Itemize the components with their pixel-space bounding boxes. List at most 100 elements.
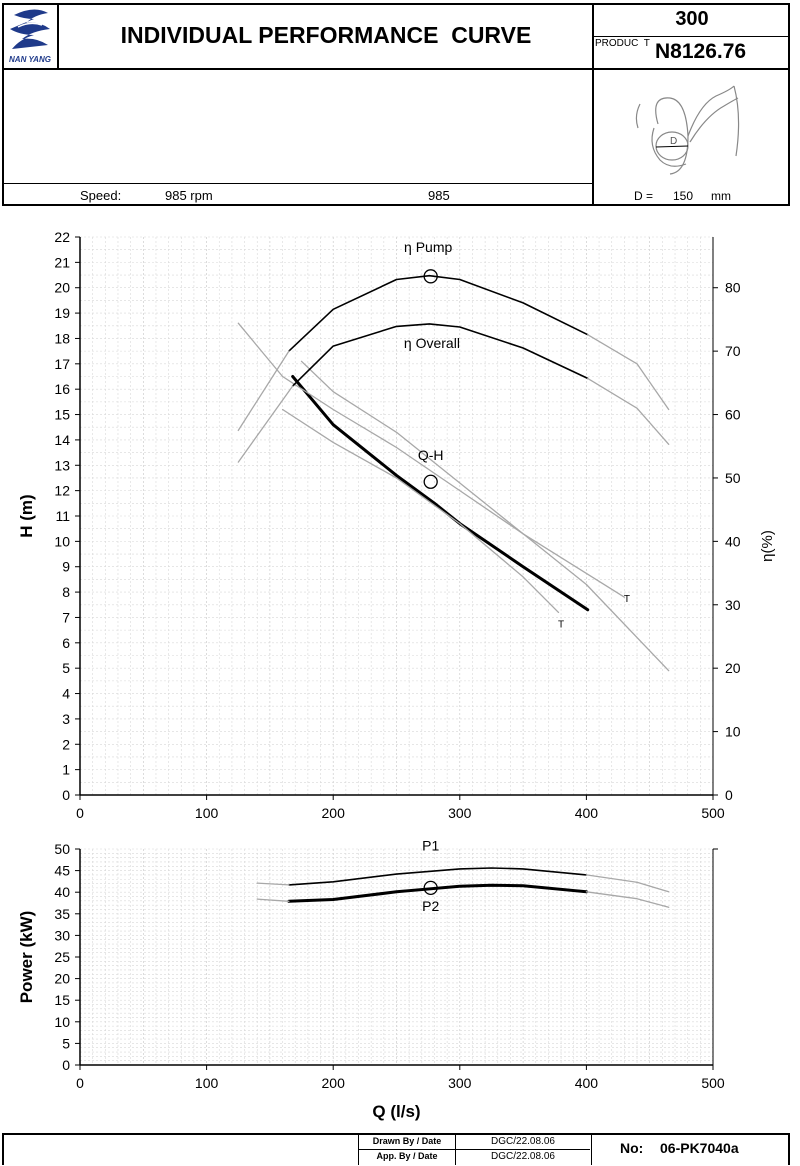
product-label: PRODUC T [595,38,650,49]
head-chart-y2-tick-label: 80 [725,280,741,296]
impeller-icon: D [635,85,740,175]
header-speed-divider [2,183,593,184]
power-chart-y-tick-label: 20 [54,971,70,987]
power-chart-duty-point-marker [423,880,438,896]
head-chart-y-tick-label: 22 [54,229,70,245]
power-chart-curve-label: P2 [422,898,439,914]
head-chart-y-tick-label: 7 [62,609,70,625]
power-chart-series-p2 [287,883,588,903]
head-chart-x-tick-label: 100 [195,805,219,821]
head-chart-series-extension-5 [237,350,290,432]
power-chart-x-axis-label: Q (l/s) [372,1102,420,1121]
power-chart-y-tick-label: 45 [54,863,70,879]
power-chart-series-extension-4 [256,898,290,902]
diameter-value: 150 [673,189,694,203]
page-title: INDIVIDUAL PERFORMANCE CURVE [120,22,532,48]
head-chart-curve-label: η Overall [404,335,460,351]
diameter-label: D = [634,189,654,203]
head-chart-y-tick-label: 6 [62,635,70,651]
head-chart-y-tick-label: 0 [62,787,70,803]
head-chart-y-tick-label: 17 [54,356,70,372]
head-chart-curve-label: T [624,594,630,605]
power-chart-series-extension-1 [256,882,290,886]
head-chart-x-tick-label: 300 [448,805,472,821]
head-chart-series-extension-2 [300,360,626,598]
head-chart-duty-point-marker [423,474,438,489]
head-chart-y-tick-label: 8 [62,584,70,600]
head-chart-series-extension-9 [587,377,670,445]
head-chart-y2-tick-label: 20 [725,660,741,676]
head-chart-y-axis-label: H (m) [17,494,36,537]
power-chart-y-tick-label: 25 [54,949,70,965]
power-chart-x-tick-label: 200 [322,1075,346,1091]
head-chart-y-tick-label: 2 [62,736,70,752]
document-number-label: No: [620,1140,644,1156]
head-chart-series-overall [291,323,589,387]
power-chart-x-tick-label: 300 [448,1075,472,1091]
footer-frame [2,1133,790,1165]
impeller-sketch: D [630,76,748,182]
drawn-by-label: Drawn By / Date [372,1136,442,1146]
drawn-by-value: DGC/22.08.06 [491,1136,555,1147]
head-chart-y-tick-label: 20 [54,280,70,296]
header-frame [2,3,790,206]
head-chart-y-tick-label: 1 [62,762,70,778]
head-chart-curve-label: η Pump [404,239,452,255]
power-chart-x-tick-label: 0 [76,1075,84,1091]
power-chart-y-tick-label: 35 [54,906,70,922]
head-chart-x-tick-label: 500 [701,805,725,821]
head-chart-curve-label: Q-H [418,447,444,463]
head-chart-y-tick-label: 12 [54,483,70,499]
header-logo-divider [57,3,59,69]
head-chart-x-tick-label: 200 [322,805,346,821]
power-chart-y-tick-label: 30 [54,927,70,943]
power-chart-grid [79,848,714,1066]
head-chart-y-tick-label: 10 [54,533,70,549]
head-chart-y-tick-label: 11 [55,508,70,524]
head-chart-y-tick-label: 3 [62,711,70,727]
signoff-col-divider [455,1134,456,1165]
signoff-row-divider [358,1149,590,1150]
head-chart-y2-tick-label: 60 [725,407,741,423]
speed-center-value: 985 [428,188,450,203]
head-chart-series-extension-1 [237,322,670,672]
speed-value: 985 rpm [165,188,213,203]
head-chart-y2-tick-label: 10 [725,724,741,740]
power-chart-x-tick-label: 400 [575,1075,599,1091]
power-chart-x-tick-label: 500 [701,1075,725,1091]
head-chart-series-extension-3 [281,408,560,614]
product-code: N8126.76 [655,40,747,63]
head-chart-y2-tick-label: 0 [725,787,733,803]
logo-text: NAN YANG [9,55,51,64]
head-chart-y-tick-label: 13 [54,457,70,473]
company-logo: NAN YANG [4,5,56,67]
head-chart-y-tick-label: 21 [54,254,70,270]
header-size-divider [593,36,790,37]
logo-swirl-icon [10,9,50,50]
power-chart-series-extension-5 [585,891,670,908]
head-chart-y-tick-label: 15 [54,407,70,423]
power-chart-y-tick-label: 5 [62,1035,70,1051]
approved-by-value: DGC/22.08.06 [491,1151,555,1162]
pump-size: 300 [675,8,709,30]
head-chart-y-tick-label: 9 [62,559,70,575]
document-number: 06-PK7040a [660,1140,739,1156]
power-chart-y-tick-label: 10 [54,1014,70,1030]
approved-by-label: App. By / Date [376,1151,438,1161]
head-chart-x-tick-label: 0 [76,805,84,821]
head-chart-y-tick-label: 19 [54,305,70,321]
power-chart-y-tick-label: 15 [54,992,70,1008]
head-chart-grid [79,236,714,796]
header-right-divider [592,3,594,206]
power-chart-series-p1 [288,867,588,886]
head-chart-y2-tick-label: 30 [725,597,741,613]
power-chart-x-tick-label: 100 [195,1075,219,1091]
power-chart-y-tick-label: 50 [54,841,70,857]
power-chart-series-extension-2 [585,874,670,893]
head-chart-series-pump [288,274,589,352]
head-chart-y2-axis-label: η(%) [759,530,776,562]
diameter-unit: mm [711,189,731,203]
head-chart-y-tick-label: 5 [62,660,70,676]
head-chart-y2-tick-label: 50 [725,470,741,486]
